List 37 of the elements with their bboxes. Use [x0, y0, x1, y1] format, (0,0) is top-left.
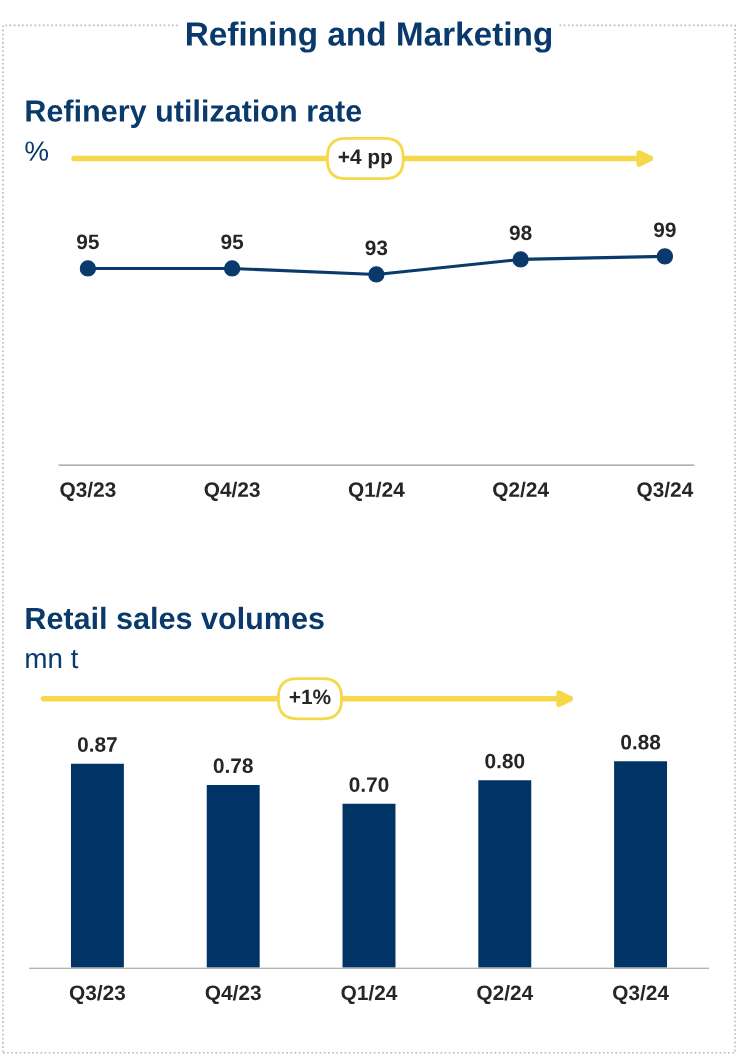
x-tick-label: Q4/23 — [205, 984, 261, 1005]
data-label: 0.87 — [77, 737, 117, 752]
point — [512, 251, 529, 268]
data-label: 0.80 — [485, 753, 525, 769]
point — [368, 266, 385, 283]
data-label: 0.78 — [213, 758, 253, 774]
x-tick-label: Q4/23 — [204, 481, 260, 501]
x-tick-label: Q1/24 — [348, 481, 405, 501]
data-label: 98 — [509, 225, 532, 241]
data-label: 93 — [365, 240, 388, 256]
data-label: 99 — [654, 222, 676, 238]
text: +1% — [289, 689, 331, 705]
x-tick-label: Q2/24 — [477, 984, 534, 1005]
point — [223, 260, 241, 277]
text: +4 pp — [338, 149, 392, 169]
bar — [612, 759, 669, 969]
x-tick-label: Q3/24 — [613, 984, 669, 1005]
text: Refining and Marketing — [186, 21, 552, 53]
chart-title: Refinery utilization rate — [26, 99, 362, 128]
x-tick-label: Q1/24 — [341, 984, 398, 1005]
point — [79, 260, 97, 277]
x-tick-label: Q3/24 — [637, 481, 694, 501]
y-axis-title: % — [25, 141, 49, 161]
x-tick-label: Q3/23 — [60, 481, 116, 501]
x-tick-label: Q2/24 — [493, 481, 549, 501]
data-label: 95 — [77, 234, 99, 250]
point — [656, 248, 674, 265]
data-label: 95 — [221, 234, 244, 250]
data-label: 0.70 — [349, 777, 389, 792]
data-label: 0.88 — [621, 734, 661, 750]
x-tick-label: Q3/23 — [69, 984, 126, 1005]
bar — [69, 762, 126, 969]
bar — [476, 778, 533, 969]
bar — [205, 783, 262, 969]
y-axis-title: mn t — [26, 650, 79, 669]
bar — [341, 802, 397, 969]
chart-title: Retail sales volumes — [26, 606, 324, 630]
